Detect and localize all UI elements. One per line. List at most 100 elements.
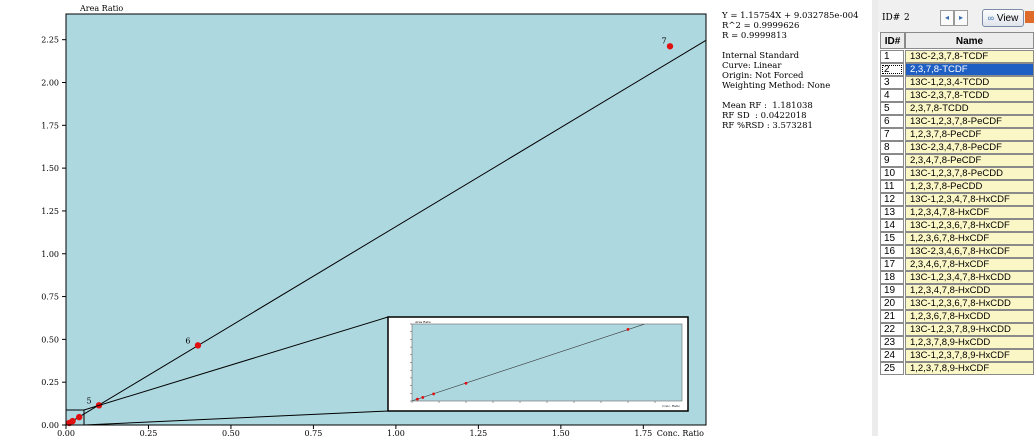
inset-data-point	[421, 396, 425, 399]
inset-data-point	[432, 392, 435, 396]
table-row-id[interactable]: 19	[880, 284, 904, 297]
table-row-name[interactable]: 2,3,4,7,8-PeCDF	[905, 154, 1034, 167]
table-row-name[interactable]: 13C-2,3,4,6,7,8-HxCDF	[905, 245, 1034, 258]
mean-rf: Mean RF : 1.181038	[722, 101, 813, 111]
table-row-name[interactable]: 13C-1,2,3,6,7,8-HxCDF	[905, 219, 1034, 232]
table-row-id[interactable]: 3	[880, 76, 904, 89]
y-tick-label: 1.00	[41, 250, 59, 259]
data-point-label: 7	[661, 36, 666, 45]
data-point-label: 5	[86, 396, 91, 405]
table-row-id[interactable]: 13	[880, 206, 904, 219]
table-row-name[interactable]: 13C-1,2,3,7,8-PeCDF	[905, 115, 1034, 128]
table-row-name[interactable]: 13C-1,2,3,4-TCDD	[905, 76, 1034, 89]
x-tick-label: 0.75	[305, 429, 323, 436]
x-tick-label: 0.25	[140, 429, 158, 436]
x-tick-label: 1.50	[552, 429, 570, 436]
table-row-id[interactable]: 4	[880, 89, 904, 102]
report-icon[interactable]	[1025, 11, 1034, 23]
table-row-id[interactable]: 22	[880, 323, 904, 336]
table-row-id[interactable]: 20	[880, 297, 904, 310]
y-tick-label: 0.50	[41, 335, 59, 344]
inset-data-point	[626, 327, 630, 331]
inset-y-axis-label: Area Ratio	[414, 320, 431, 324]
prev-compound-button[interactable]: ◂	[940, 10, 954, 26]
table-row-id[interactable]: 7	[880, 128, 904, 141]
table-row-name[interactable]: 1,2,3,7,8-PeCDF	[905, 128, 1034, 141]
next-compound-button[interactable]: ▸	[954, 10, 968, 26]
x-tick-label: 0.00	[57, 429, 75, 436]
table-row-id[interactable]: 12	[880, 193, 904, 206]
table-row-name[interactable]: 1,2,3,7,8-PeCDD	[905, 180, 1034, 193]
compound-list-panel: ID# 2 ◂ ▸ ∞ View ID# Name 1 13C-2,3,7,8-T…	[878, 0, 1034, 436]
x-tick-label: 0.50	[222, 429, 240, 436]
view-button-label: View	[996, 13, 1019, 24]
table-row-name[interactable]: 13C-1,2,3,7,8,9-HxCDD	[905, 323, 1034, 336]
table-row-name[interactable]: 13C-1,2,3,7,8,9-HxCDF	[905, 349, 1034, 362]
r-squared: R^2 = 0.9999626	[722, 21, 800, 31]
table-row-id[interactable]: 8	[880, 141, 904, 154]
column-header-name[interactable]: Name	[905, 32, 1034, 49]
data-point	[69, 417, 76, 425]
table-row-id[interactable]: 21	[880, 310, 904, 323]
x-axis-label: Conc. Ratio	[657, 429, 704, 436]
internal-standard-label: Internal Standard	[722, 51, 800, 61]
table-row-id[interactable]: 6	[880, 115, 904, 128]
table-row-id[interactable]: 24	[880, 349, 904, 362]
column-header-id[interactable]: ID#	[880, 32, 905, 49]
data-point	[194, 342, 202, 349]
table-row-name[interactable]: 13C-1,2,3,4,7,8-HxCDF	[905, 193, 1034, 206]
table-row-id[interactable]: 18	[880, 271, 904, 284]
y-tick-label: 0.75	[41, 293, 59, 302]
table-row-id[interactable]: 16	[880, 245, 904, 258]
inset-plot-area	[411, 323, 683, 402]
y-tick-label: 2.00	[41, 79, 59, 88]
y-tick-label: 1.25	[41, 207, 59, 216]
inset-data-point	[464, 381, 468, 385]
table-row-name[interactable]: 1,2,3,4,7,8-HxCDD	[905, 284, 1034, 297]
table-row-id[interactable]: 5	[880, 102, 904, 115]
table-row-id[interactable]: 10	[880, 167, 904, 180]
inset-data-point	[416, 397, 419, 401]
calibration-chart: 0.00 0.25 0.50 0.75 1.00 1.25 1.50 1.75 2.00 2.25…	[41, 4, 707, 436]
table-row-name[interactable]: 13C-1,2,3,4,7,8-HxCDD	[905, 271, 1034, 284]
compound-toolbar: ID# 2 ◂ ▸ ∞ View	[878, 0, 1034, 32]
y-tick-label: 1.75	[41, 121, 59, 130]
table-row-name[interactable]: 1,2,3,6,7,8-HxCDD	[905, 310, 1034, 323]
regression-equation: Y = 1.15754X + 9.032785e-004	[722, 11, 859, 21]
data-point	[666, 43, 674, 50]
table-row-id[interactable]: 25	[880, 362, 904, 375]
table-row-name[interactable]: 2,3,7,8-TCDF	[905, 63, 1034, 76]
table-row-id[interactable]: 17	[880, 258, 904, 271]
table-row-name[interactable]: 1,2,3,6,7,8-HxCDF	[905, 232, 1034, 245]
table-row-id[interactable]: 11	[880, 180, 904, 193]
table-row-name[interactable]: 1,2,3,7,8,9-HxCDD	[905, 336, 1034, 349]
id-label: ID#	[882, 13, 901, 23]
view-button[interactable]: ∞ View	[982, 9, 1024, 27]
y-tick-label: 1.50	[41, 164, 59, 173]
table-row-name[interactable]: 13C-2,3,4,7,8-PeCDF	[905, 141, 1034, 154]
x-tick-label: 1.75	[634, 429, 652, 436]
binoculars-icon: ∞	[987, 13, 995, 23]
data-point-label: 6	[185, 336, 190, 345]
table-row-name[interactable]: 13C-2,3,7,8-TCDD	[905, 89, 1034, 102]
table-row-name[interactable]: 13C-2,3,7,8-TCDF	[905, 50, 1034, 63]
table-row-name[interactable]: 2,3,4,6,7,8-HxCDF	[905, 258, 1034, 271]
table-row-id[interactable]: 2	[880, 63, 904, 76]
inset-x-axis-label: Conc. Ratio	[662, 404, 680, 408]
table-row-name[interactable]: 1,2,3,4,7,8-HxCDF	[905, 206, 1034, 219]
table-row-id[interactable]: 15	[880, 232, 904, 245]
rf-sd: RF SD : 0.0422018	[722, 111, 807, 121]
panel-splitter[interactable]	[872, 0, 878, 436]
table-row-name[interactable]: 13C-1,2,3,7,8-PeCDD	[905, 167, 1034, 180]
table-row-id[interactable]: 14	[880, 219, 904, 232]
regression-line	[65, 39, 707, 426]
table-row-id[interactable]: 9	[880, 154, 904, 167]
table-row-name[interactable]: 13C-1,2,3,6,7,8-HxCDD	[905, 297, 1034, 310]
table-row-name[interactable]: 1,2,3,7,8,9-HxCDF	[905, 362, 1034, 375]
zoom-connector	[83, 410, 389, 426]
data-point	[75, 413, 83, 421]
table-row-id[interactable]: 23	[880, 336, 904, 349]
x-tick-label: 1.00	[387, 429, 405, 436]
table-row-id[interactable]: 1	[880, 50, 904, 63]
table-row-name[interactable]: 2,3,7,8-TCDD	[905, 102, 1034, 115]
